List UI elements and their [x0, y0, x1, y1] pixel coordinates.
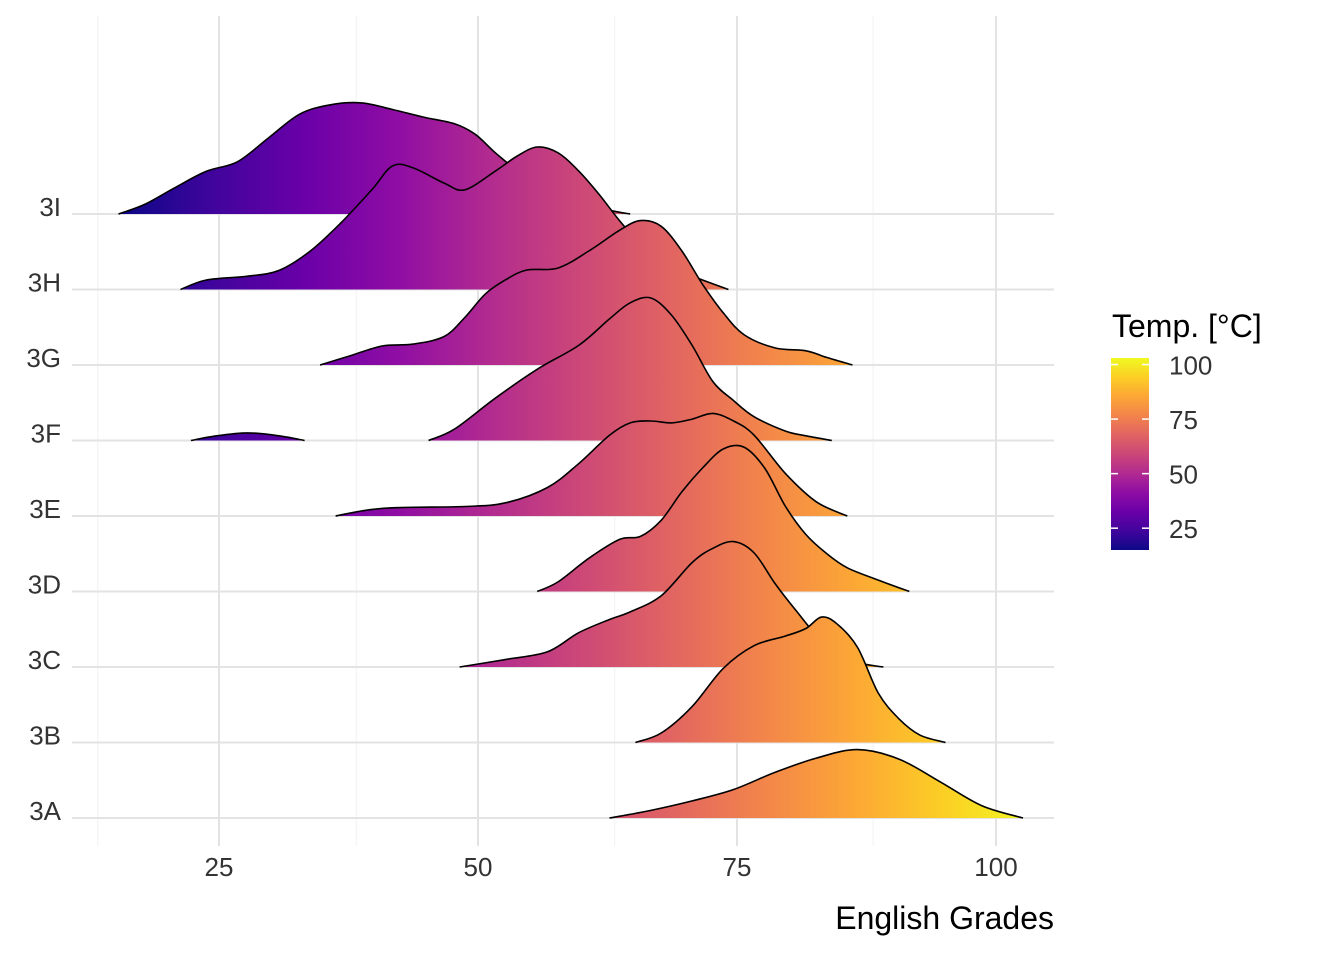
y-tick-label: 3G	[26, 343, 61, 373]
y-tick-label: 3E	[29, 494, 61, 524]
x-tick-label: 100	[974, 852, 1017, 882]
legend-colorbar	[1111, 358, 1149, 550]
y-tick-label: 3D	[28, 570, 61, 600]
y-tick-label: 3H	[28, 268, 61, 298]
x-tick-label: 25	[205, 852, 234, 882]
y-tick-label: 3B	[29, 721, 61, 751]
y-tick-label: 3F	[31, 419, 61, 449]
ridge-outline-3G	[319, 219, 853, 366]
legend-label: 25	[1169, 514, 1198, 544]
ridge-area-3F	[428, 297, 832, 441]
legend-label: 50	[1169, 460, 1198, 490]
y-tick-label: 3C	[28, 645, 61, 675]
ridge-area-3A	[609, 749, 1023, 818]
y-tick-label: 3A	[29, 796, 61, 826]
ridge-outline-3D	[536, 444, 910, 593]
ridge-outline-3F	[428, 296, 832, 442]
x-tick-label: 75	[723, 852, 752, 882]
x-tick-label: 50	[464, 852, 493, 882]
y-tick-label: 3I	[39, 192, 61, 222]
legend-title: Temp. [°C]	[1112, 308, 1262, 344]
legend-label: 75	[1169, 405, 1198, 435]
legend-label: 100	[1169, 351, 1212, 381]
y-axis-labels: 3A 3B 3C 3D 3E 3F 3G 3H 3I	[26, 192, 61, 826]
ridge-area-3D	[537, 445, 910, 592]
ridge-outline-3B	[635, 616, 946, 744]
color-legend: Temp. [°C] 100 75 50 25	[1111, 308, 1262, 550]
ridges	[118, 101, 1024, 819]
x-axis-labels: 25 50 75 100	[205, 852, 1018, 882]
ridge-outline-3A	[609, 748, 1024, 819]
ridge-area-3C	[459, 541, 884, 667]
ridge-area-3F	[190, 432, 305, 441]
ridge-outline-3F	[190, 432, 305, 442]
ridge-area-3G	[320, 220, 853, 365]
ridge-area-3B	[635, 616, 946, 743]
ridge-outline-3E	[335, 412, 848, 517]
x-axis-title: English Grades	[835, 900, 1054, 936]
